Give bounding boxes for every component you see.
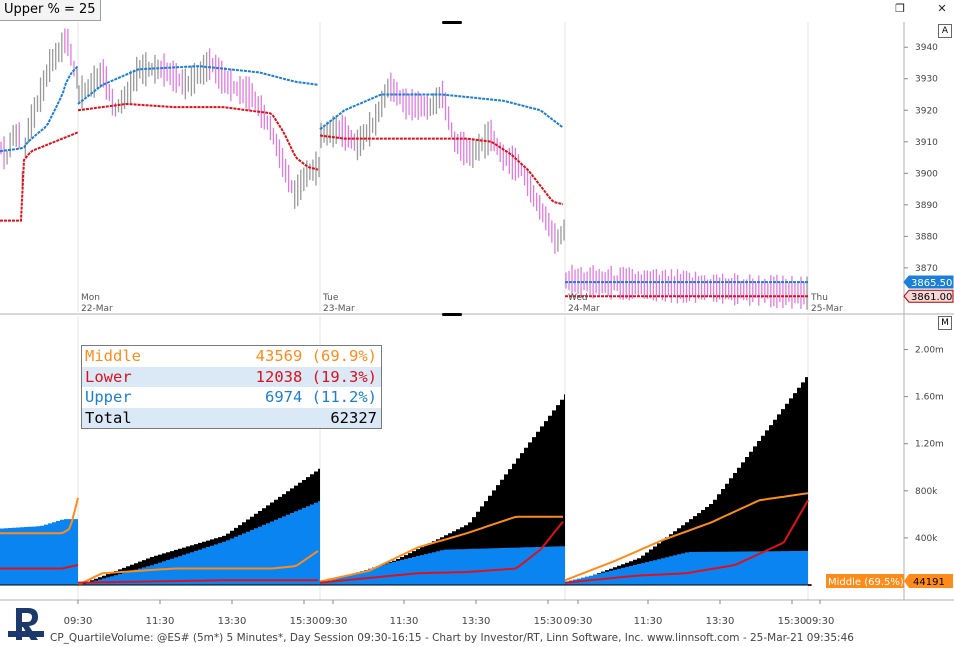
price-tag: 3861.00 xyxy=(903,289,954,303)
time-tick-label: 09:30 xyxy=(806,616,835,627)
volume-tick-label: 800k xyxy=(915,487,938,497)
day-label-date: 25-Mar xyxy=(811,304,843,314)
price-tick-label: 3930 xyxy=(915,75,938,85)
day-label-dow: Tue xyxy=(322,293,339,303)
price-tick-label: 3940 xyxy=(915,43,938,53)
stats-label: Middle xyxy=(85,347,141,365)
price-tag-bg xyxy=(903,289,954,303)
total-volume-area xyxy=(320,394,565,585)
day-label-dow: Thu xyxy=(810,293,828,303)
last-value-label-bg xyxy=(826,574,904,588)
volume-pane-badge[interactable]: M xyxy=(938,316,952,330)
volume-lines-layer xyxy=(0,492,812,586)
stats-value: 6974 (11.2%) xyxy=(265,388,377,406)
last-value-tag: Middle (69.5%) 44191 xyxy=(826,574,953,588)
lower-band-line xyxy=(0,131,79,222)
stats-value: 12038 (19.3%) xyxy=(255,367,377,386)
price-tag-label: 3861.00 xyxy=(911,292,952,303)
stats-row-upper: Upper 6974 (11.2%) xyxy=(82,387,381,408)
quartile-stats-table: Middle 43569 (69.9%) Lower 12038 (19.3%)… xyxy=(81,345,382,429)
time-tick-label: 11:30 xyxy=(390,616,419,627)
time-tick-label: 15:30 xyxy=(290,616,319,627)
price-tag-bg xyxy=(903,275,954,289)
price-tick-label: 3880 xyxy=(915,232,938,242)
price-tag: 3865.50 xyxy=(903,275,954,289)
stats-row-lower: Lower 12038 (19.3%) xyxy=(82,366,381,387)
day-label-dow: Wed xyxy=(568,293,588,303)
last-value-tag-bg xyxy=(904,574,953,588)
day-label-date: 23-Mar xyxy=(323,304,355,314)
day-label-dow: Mon xyxy=(81,293,100,303)
volume-tick-label: 2.00m xyxy=(915,346,944,356)
stats-label: Lower xyxy=(85,367,132,386)
lower-volume-line xyxy=(564,499,809,584)
upper-volume-area xyxy=(320,546,565,585)
volume-tick-label: 1.20m xyxy=(915,440,944,450)
price-tick-label: 3870 xyxy=(915,264,938,274)
middle-volume-line xyxy=(319,515,563,583)
stats-row-total: Total 62327 xyxy=(82,407,381,428)
restore-window-icon[interactable]: ❐ xyxy=(895,2,905,15)
middle-volume-line xyxy=(77,550,319,586)
indicator-title-tab[interactable]: Upper % = 25 xyxy=(0,0,101,21)
stats-value: 43569 (69.9%) xyxy=(255,347,377,365)
time-tick-label: 11:30 xyxy=(634,616,663,627)
day-label-date: 24-Mar xyxy=(568,304,600,314)
upper-band-line xyxy=(77,65,319,105)
time-tick-label: 13:30 xyxy=(706,616,735,627)
price-tick-label: 3890 xyxy=(915,201,938,211)
time-tick-label: 15:30 xyxy=(778,616,807,627)
tags-layer: 3865.50 3861.00 Middle (69.5%) 44191 xyxy=(826,275,954,588)
stats-label: Total xyxy=(85,408,132,427)
upper-band-line xyxy=(0,65,79,153)
price-bands-layer xyxy=(0,65,808,298)
time-tick-label: 09:30 xyxy=(319,616,348,627)
lower-band-line xyxy=(77,102,319,171)
upper-volume-area xyxy=(0,519,78,585)
pane-splitter-middle[interactable] xyxy=(442,313,462,316)
price-pane-badge[interactable]: A xyxy=(938,24,952,38)
time-tick-label: 09:30 xyxy=(564,616,593,627)
volume-tick-label: 400k xyxy=(915,534,938,544)
upper-volume-area xyxy=(78,501,320,585)
last-value-label: Middle (69.5%) xyxy=(828,577,904,588)
lower-volume-line xyxy=(78,579,318,584)
price-tick-label: 3920 xyxy=(915,106,938,116)
time-tick-label: 09:30 xyxy=(64,616,93,627)
middle-volume-line xyxy=(0,497,79,535)
lower-band-line xyxy=(319,134,564,206)
middle-volume-line xyxy=(564,492,809,582)
time-tick-label: 13:30 xyxy=(462,616,491,627)
upper-band-line xyxy=(319,93,564,130)
price-tick-label: 3910 xyxy=(915,138,938,148)
pane-splitter-top[interactable] xyxy=(442,21,462,24)
time-tick-label: 11:30 xyxy=(146,616,175,627)
time-tick-label: 15:30 xyxy=(534,616,563,627)
close-window-icon[interactable]: ✕ xyxy=(937,2,947,15)
lower-volume-line xyxy=(319,520,564,584)
volume-tick-label: 1.60m xyxy=(915,393,944,403)
price-tag-label: 3865.50 xyxy=(911,278,952,289)
time-tick-label: 13:30 xyxy=(218,616,247,627)
total-volume-area xyxy=(565,377,808,585)
last-value-tag-value: 44191 xyxy=(913,577,945,588)
stats-row-middle: Middle 43569 (69.9%) xyxy=(82,346,381,367)
price-tick-label: 3900 xyxy=(915,169,938,179)
chart-footer: CP_QuartileVolume: @ES# (5m*) 5 Minutes*… xyxy=(50,632,854,644)
stats-value: 62327 xyxy=(330,408,377,427)
linnsoft-logo-icon xyxy=(8,608,44,640)
price-bars-layer xyxy=(0,28,808,310)
day-label-date: 22-Mar xyxy=(81,304,113,314)
lower-volume-line xyxy=(0,564,79,570)
stats-label: Upper xyxy=(85,388,132,406)
